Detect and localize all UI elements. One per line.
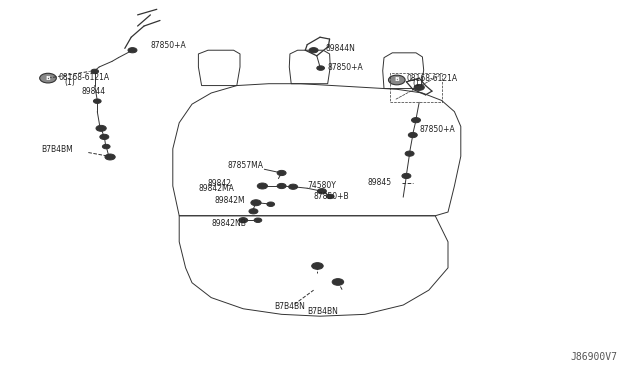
Text: J86900V7: J86900V7: [571, 352, 618, 362]
Text: 87850+A: 87850+A: [328, 63, 364, 72]
Text: 89842MA: 89842MA: [198, 184, 234, 193]
Circle shape: [251, 200, 261, 206]
Text: (1): (1): [413, 79, 424, 88]
Text: B7B4BM: B7B4BM: [42, 145, 74, 154]
Text: 89842: 89842: [208, 179, 232, 187]
Circle shape: [257, 183, 268, 189]
Circle shape: [102, 144, 110, 149]
Text: 89845: 89845: [368, 178, 392, 187]
Text: 87850+A: 87850+A: [419, 125, 455, 134]
Circle shape: [405, 151, 414, 156]
Text: 87850+B: 87850+B: [314, 192, 349, 201]
Circle shape: [289, 184, 298, 189]
Text: 89842M: 89842M: [214, 196, 245, 205]
Circle shape: [91, 69, 99, 74]
Text: 87857MA: 87857MA: [227, 161, 263, 170]
Circle shape: [40, 73, 56, 83]
Circle shape: [412, 118, 420, 123]
Circle shape: [267, 202, 275, 206]
Circle shape: [93, 99, 101, 103]
Circle shape: [128, 48, 137, 53]
Text: 89844: 89844: [82, 87, 106, 96]
Text: 74580Y: 74580Y: [307, 181, 336, 190]
Text: 87850+A: 87850+A: [150, 41, 186, 50]
Text: 08168-6121A: 08168-6121A: [406, 74, 458, 83]
Circle shape: [277, 170, 286, 176]
Circle shape: [96, 125, 106, 131]
Circle shape: [402, 173, 411, 179]
Text: 89844N: 89844N: [325, 44, 355, 53]
Circle shape: [317, 189, 326, 194]
Text: (1): (1): [64, 78, 75, 87]
Circle shape: [309, 48, 318, 53]
Circle shape: [408, 132, 417, 138]
Circle shape: [414, 84, 424, 90]
Circle shape: [326, 194, 334, 199]
Circle shape: [277, 183, 286, 189]
Circle shape: [317, 66, 324, 70]
Text: B: B: [394, 77, 399, 83]
Text: B: B: [45, 76, 51, 81]
Circle shape: [105, 154, 115, 160]
Text: B7B4BN: B7B4BN: [274, 302, 305, 311]
Circle shape: [239, 218, 248, 223]
Text: 89842NB: 89842NB: [211, 219, 246, 228]
Circle shape: [388, 75, 405, 85]
Circle shape: [100, 134, 109, 140]
Circle shape: [332, 279, 344, 285]
Circle shape: [249, 209, 258, 214]
Circle shape: [254, 218, 262, 222]
Text: B7B4BN: B7B4BN: [307, 307, 338, 316]
Circle shape: [312, 263, 323, 269]
Text: 08168-6121A: 08168-6121A: [58, 73, 109, 82]
